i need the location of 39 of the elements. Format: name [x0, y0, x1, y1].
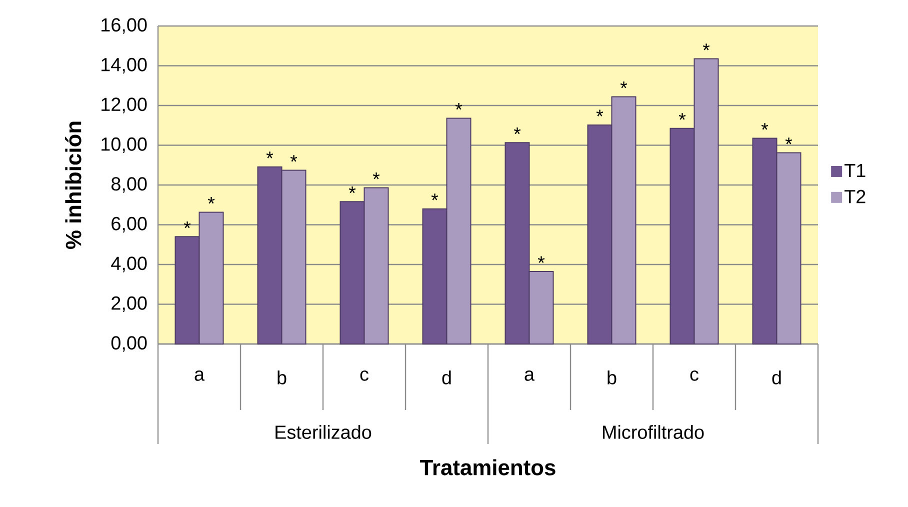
text: Microfiltrado — [603, 425, 704, 439]
x-tick-label: d — [442, 370, 451, 384]
y-tick-label: 2,00 — [112, 296, 147, 312]
annotation: * — [678, 113, 686, 120]
y-tick-label: 8,00 — [111, 177, 147, 193]
annotation: * — [702, 44, 710, 50]
legend-label: T2 — [844, 190, 866, 204]
annotation: * — [596, 110, 604, 116]
x-tick-label: d — [772, 370, 781, 384]
annotation: * — [372, 172, 380, 180]
annotation: * — [455, 102, 462, 110]
x-tick-label: a — [194, 370, 205, 381]
y-tick-label: 12,00 — [102, 98, 147, 114]
legend-label: T1 — [844, 164, 866, 178]
y-tick-label: 14,00 — [102, 58, 147, 74]
annotation: * — [290, 155, 298, 162]
annotation: * — [431, 194, 438, 200]
y-axis-title: % inhibición — [65, 122, 82, 249]
y-tick-label: 10,00 — [102, 137, 147, 154]
x-tick-label: a — [524, 370, 535, 381]
x-tick-label: c — [360, 370, 368, 381]
annotation: * — [538, 256, 545, 263]
annotation: * — [348, 186, 356, 194]
y-tick-label: 4,00 — [111, 256, 147, 272]
annotation: * — [785, 138, 792, 144]
annotation: * — [761, 123, 768, 130]
y-tick-label: 16,00 — [102, 18, 147, 34]
x-tick-label: c — [690, 370, 698, 381]
y-tick-label: 0,00 — [111, 336, 147, 352]
annotation: * — [620, 82, 628, 88]
annotation: * — [208, 197, 215, 204]
annotation: * — [266, 152, 274, 158]
annotation: * — [514, 127, 521, 134]
x-tick-label: b — [608, 370, 616, 384]
annotation: * — [184, 221, 191, 228]
x-tick-label: b — [278, 370, 286, 384]
x-axis-title: Tratamientos — [420, 459, 556, 476]
y-tick-label: 6,00 — [112, 216, 147, 233]
text: Esterilizado — [276, 425, 372, 439]
